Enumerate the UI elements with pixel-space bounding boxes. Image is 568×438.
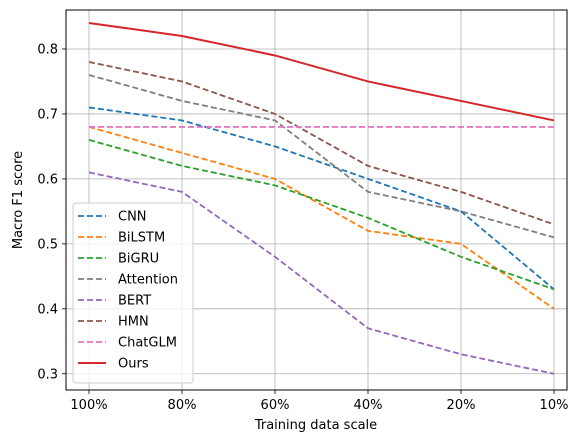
y-tick-label: 0.4 — [37, 302, 58, 317]
legend-label: BiGRU — [118, 252, 159, 267]
legend-label: CNN — [118, 210, 147, 225]
y-axis-ticks: 0.3 0.4 0.5 0.6 0.7 0.8 — [37, 42, 66, 382]
series-line-cnn — [88, 106, 555, 291]
y-tick-label: 0.8 — [37, 42, 58, 57]
y-axis-label: Macro F1 score — [11, 151, 26, 249]
x-tick-label: 40% — [354, 398, 383, 413]
legend-label: Attention — [118, 273, 178, 288]
x-tick-label: 10% — [540, 398, 568, 413]
series-line-hmn — [88, 61, 555, 226]
x-tick-label: 80% — [168, 398, 197, 413]
y-tick-label: 0.5 — [37, 237, 58, 252]
series-lines — [88, 21, 555, 375]
plot-frame — [65, 9, 568, 391]
legend: CNN BiLSTM BiGRU Attention BERT HMN ChatGLM Our… — [72, 202, 194, 384]
legend-label: BERT — [118, 294, 151, 309]
x-tick-label: 60% — [261, 398, 290, 413]
series-line-ours — [88, 21, 555, 122]
y-tick-label: 0.3 — [37, 367, 58, 382]
x-axis-label: Training data scale — [254, 418, 377, 433]
x-axis-ticks: 100% 80% 60% 40% 20% 10% — [70, 390, 568, 413]
series-line-bilstm — [88, 126, 555, 310]
legend-label: ChatGLM — [118, 336, 177, 351]
y-tick-label: 0.6 — [37, 172, 58, 187]
x-tick-label: 100% — [70, 398, 107, 413]
legend-label: Ours — [118, 357, 149, 372]
legend-box — [72, 202, 194, 384]
y-tick-label: 0.7 — [37, 107, 58, 122]
series-line-bigru — [88, 139, 555, 291]
x-tick-label: 20% — [447, 398, 476, 413]
series-line-attention — [88, 74, 555, 239]
legend-label: BiLSTM — [118, 231, 165, 246]
legend-label: HMN — [118, 315, 149, 330]
